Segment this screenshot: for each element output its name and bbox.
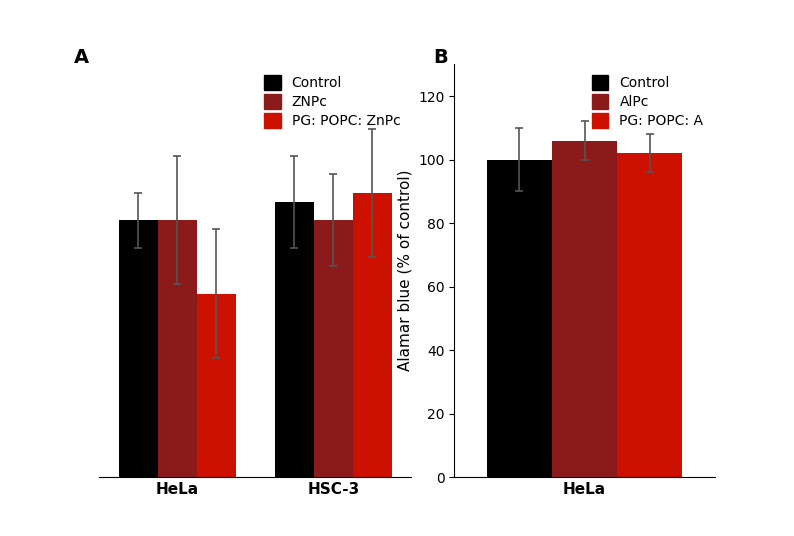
Legend: Control, ZNPc, PG: POPC: ZnPc: Control, ZNPc, PG: POPC: ZnPc — [260, 71, 404, 132]
Legend: Control, AlPc, PG: POPC: A: Control, AlPc, PG: POPC: A — [588, 71, 707, 132]
Y-axis label: Alamar blue (% of control): Alamar blue (% of control) — [398, 170, 413, 371]
Bar — [158, 220, 197, 536]
Bar — [617, 153, 682, 477]
Text: B: B — [434, 48, 449, 67]
Bar — [197, 294, 236, 536]
Bar — [552, 140, 617, 477]
Bar — [119, 220, 158, 536]
Bar — [353, 193, 392, 536]
Bar — [314, 220, 353, 536]
Bar — [275, 202, 314, 536]
Bar — [487, 160, 552, 477]
Text: A: A — [75, 48, 90, 67]
